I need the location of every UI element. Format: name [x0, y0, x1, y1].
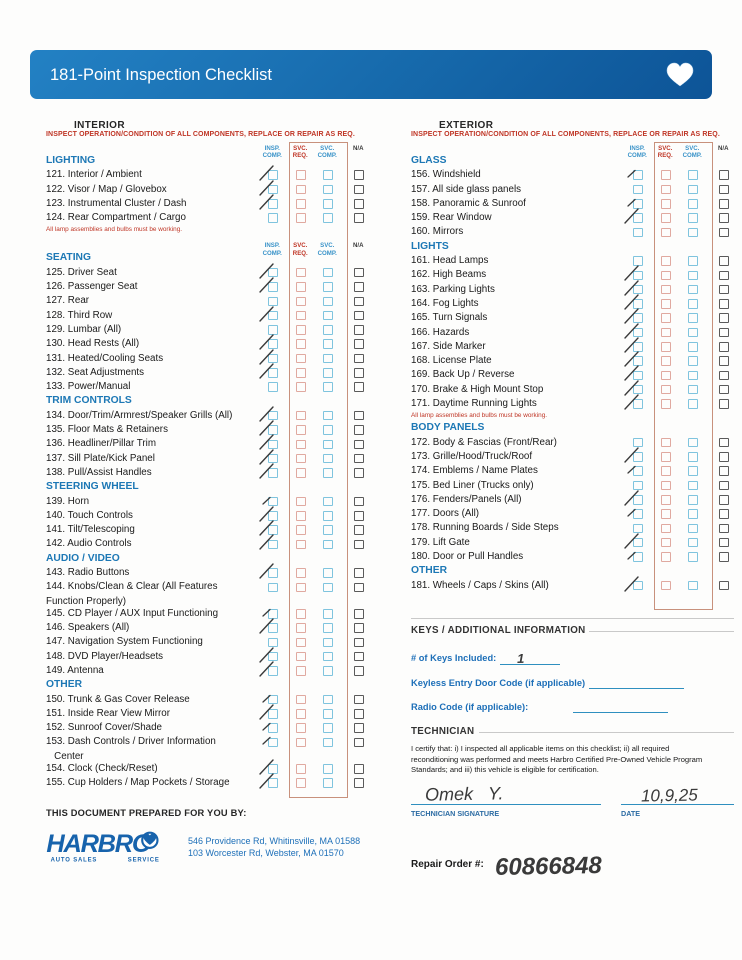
svg-text:HARBRO: HARBRO: [46, 830, 151, 858]
svg-text:AUTO SALES: AUTO SALES: [51, 857, 98, 863]
svg-text:SERVICE: SERVICE: [128, 857, 160, 863]
